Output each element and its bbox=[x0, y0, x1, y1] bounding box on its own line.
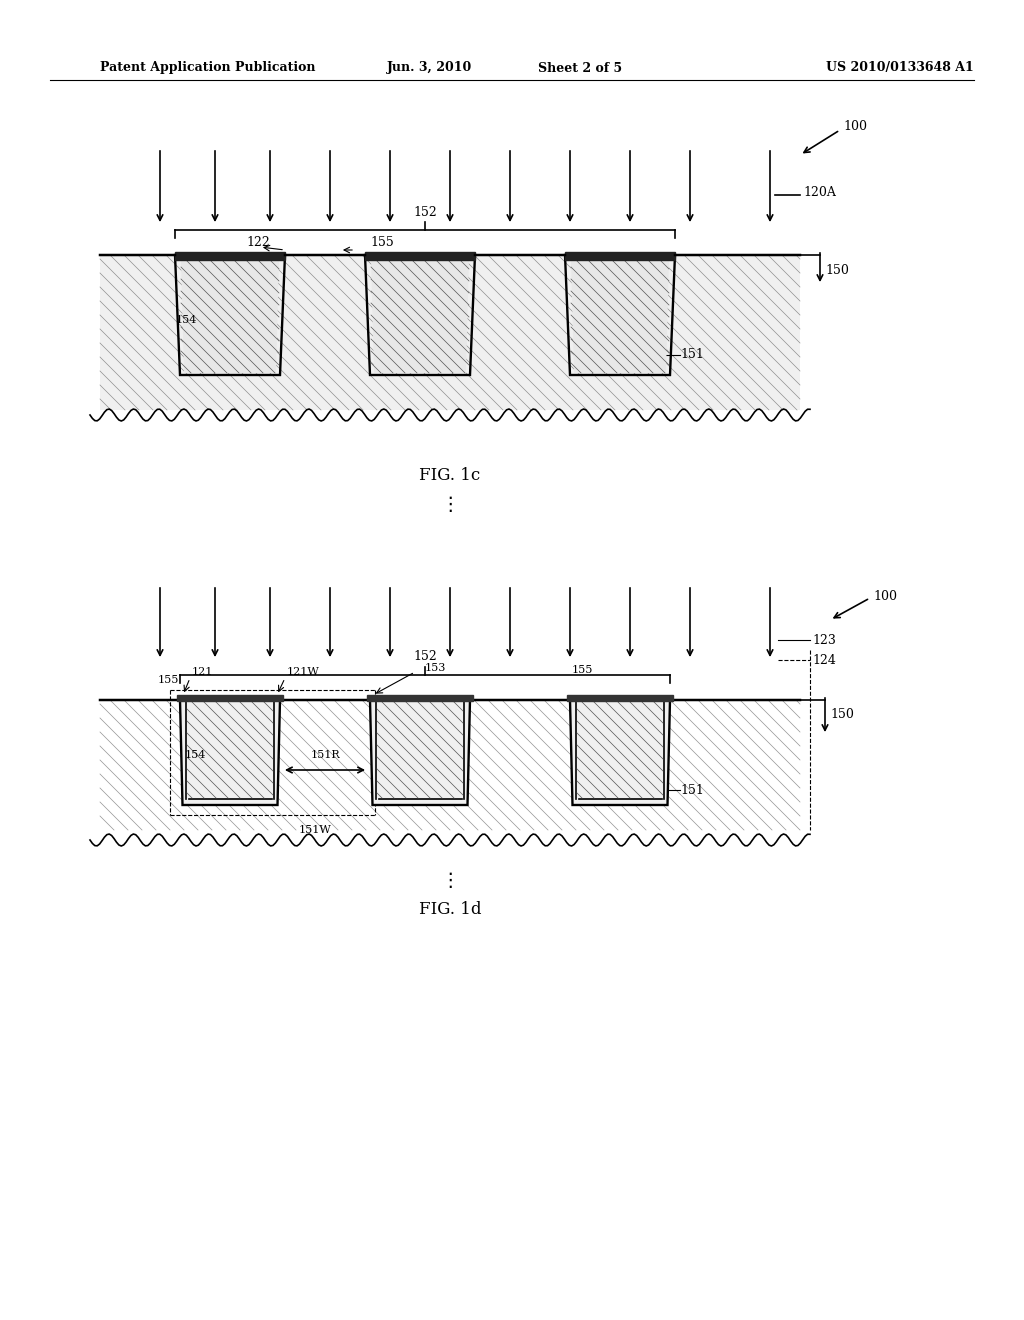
Text: 153: 153 bbox=[425, 663, 446, 673]
Text: 150: 150 bbox=[830, 709, 854, 722]
Text: 100: 100 bbox=[843, 120, 867, 133]
Polygon shape bbox=[181, 259, 279, 374]
Text: Jun. 3, 2010: Jun. 3, 2010 bbox=[387, 62, 473, 74]
Text: 151W: 151W bbox=[299, 825, 332, 836]
Polygon shape bbox=[177, 696, 283, 701]
Text: 155: 155 bbox=[158, 675, 179, 685]
Polygon shape bbox=[565, 252, 675, 260]
Text: 124: 124 bbox=[812, 653, 836, 667]
Polygon shape bbox=[567, 696, 673, 701]
Text: 152: 152 bbox=[413, 651, 437, 664]
Text: FIG. 1d: FIG. 1d bbox=[419, 902, 481, 919]
Text: 100: 100 bbox=[873, 590, 897, 602]
Text: 155: 155 bbox=[572, 665, 593, 675]
Text: US 2010/0133648 A1: US 2010/0133648 A1 bbox=[826, 62, 974, 74]
Text: 151: 151 bbox=[680, 348, 703, 362]
Text: 123: 123 bbox=[812, 634, 836, 647]
Text: 154: 154 bbox=[176, 315, 198, 325]
Text: 150: 150 bbox=[825, 264, 849, 276]
Polygon shape bbox=[367, 696, 473, 701]
Text: 121: 121 bbox=[193, 667, 213, 677]
Text: FIG. 1c: FIG. 1c bbox=[420, 466, 480, 483]
Text: 151R: 151R bbox=[310, 750, 340, 760]
Text: 120A: 120A bbox=[803, 186, 836, 199]
Text: 151: 151 bbox=[680, 784, 703, 796]
Text: 155: 155 bbox=[370, 235, 394, 248]
Polygon shape bbox=[365, 252, 475, 260]
Polygon shape bbox=[175, 252, 285, 260]
Text: 122: 122 bbox=[246, 235, 270, 248]
Text: 152: 152 bbox=[413, 206, 437, 219]
Text: ⋮: ⋮ bbox=[440, 870, 460, 890]
Text: ⋮: ⋮ bbox=[440, 495, 460, 515]
Polygon shape bbox=[180, 700, 280, 805]
Polygon shape bbox=[570, 700, 670, 805]
Text: 154: 154 bbox=[185, 750, 207, 760]
Text: Sheet 2 of 5: Sheet 2 of 5 bbox=[538, 62, 622, 74]
Text: Patent Application Publication: Patent Application Publication bbox=[100, 62, 315, 74]
Polygon shape bbox=[370, 700, 470, 805]
Polygon shape bbox=[371, 259, 469, 374]
Text: 121W: 121W bbox=[287, 667, 319, 677]
Polygon shape bbox=[571, 259, 669, 374]
FancyBboxPatch shape bbox=[100, 255, 800, 411]
